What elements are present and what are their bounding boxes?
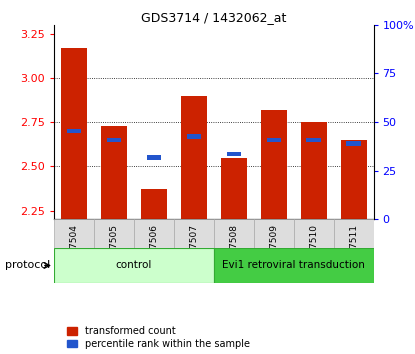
Bar [294, 219, 334, 248]
Text: GSM557507: GSM557507 [189, 224, 198, 279]
Bar [334, 219, 374, 248]
Text: GSM557506: GSM557506 [149, 224, 158, 279]
Text: control: control [116, 261, 152, 270]
Bar [141, 189, 167, 219]
Bar [61, 48, 87, 219]
Bar [174, 219, 214, 248]
Bar [227, 152, 241, 156]
Text: protocol: protocol [5, 261, 50, 270]
Bar [107, 138, 121, 142]
Bar [187, 134, 201, 138]
Text: GSM557508: GSM557508 [229, 224, 238, 279]
Bar [54, 219, 94, 248]
Bar [181, 96, 207, 219]
Bar [54, 248, 214, 283]
Title: GDS3714 / 1432062_at: GDS3714 / 1432062_at [141, 11, 286, 24]
Bar [306, 138, 321, 142]
Bar [94, 219, 134, 248]
Text: GSM557511: GSM557511 [349, 224, 358, 279]
Bar [101, 126, 127, 219]
Bar [341, 140, 366, 219]
Bar [214, 248, 374, 283]
Bar [347, 141, 361, 145]
Text: Evi1 retroviral transduction: Evi1 retroviral transduction [222, 261, 365, 270]
Bar [254, 219, 294, 248]
Bar [221, 158, 247, 219]
Text: GSM557505: GSM557505 [110, 224, 118, 279]
Bar [134, 219, 174, 248]
Text: GSM557509: GSM557509 [269, 224, 278, 279]
Bar [214, 219, 254, 248]
Legend: transformed count, percentile rank within the sample: transformed count, percentile rank withi… [67, 326, 249, 349]
Bar [261, 110, 287, 219]
Bar [67, 129, 81, 133]
Bar [146, 155, 161, 160]
Bar [300, 122, 327, 219]
Text: GSM557510: GSM557510 [309, 224, 318, 279]
Bar [266, 138, 281, 142]
Text: GSM557504: GSM557504 [69, 224, 78, 279]
